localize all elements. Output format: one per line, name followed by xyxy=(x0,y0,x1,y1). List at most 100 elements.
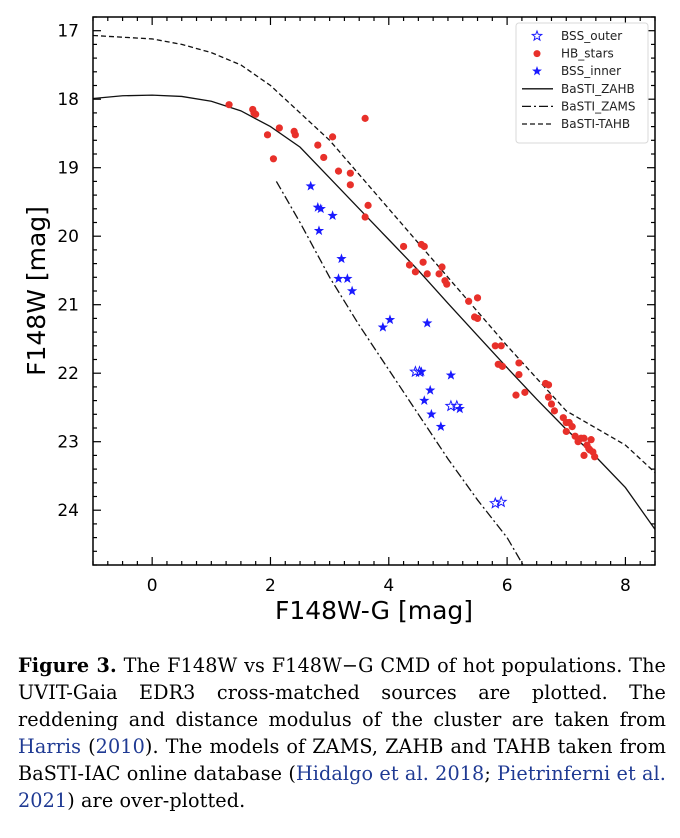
point-hb-stars xyxy=(515,359,523,367)
point-bss-inner xyxy=(305,180,316,191)
point-bss-inner xyxy=(416,366,427,377)
y-tick-label: 17 xyxy=(57,22,79,42)
y-tick-label: 19 xyxy=(57,159,79,179)
point-hb-stars xyxy=(465,297,473,305)
y-tick-label: 20 xyxy=(57,227,79,247)
x-tick-label: 4 xyxy=(383,576,394,596)
legend-label-basti-zams: BaSTI_ZAMS xyxy=(561,99,635,113)
legend-label-basti-tahb: BaSTI-TAHB xyxy=(561,117,630,131)
plot-content xyxy=(93,34,655,565)
caption-text-3: ). The models of ZAMS, ZAHB and TAHB tak… xyxy=(18,735,666,785)
y-tick-label: 24 xyxy=(57,501,79,521)
point-hb-stars xyxy=(580,434,588,442)
point-hb-stars xyxy=(405,261,414,269)
point-hb-stars xyxy=(275,124,283,132)
caption-label: Figure 3. xyxy=(18,654,117,677)
caption-text-1: The F148W vs F148W−G CMD of hot populati… xyxy=(18,654,666,731)
point-hb-stars xyxy=(438,263,446,271)
point-bss-inner xyxy=(377,321,389,332)
point-hb-stars xyxy=(399,242,408,251)
point-hb-stars xyxy=(420,242,428,251)
y-tick-label: 22 xyxy=(57,364,79,384)
point-hb-stars xyxy=(571,432,579,440)
y-axis-title: F148W [mag] xyxy=(22,206,51,376)
point-hb-stars xyxy=(587,436,595,444)
point-hb-stars xyxy=(550,407,559,415)
point-hb-stars xyxy=(263,131,272,139)
caption-text-5: ) are over-plotted. xyxy=(67,789,246,812)
point-bss-inner xyxy=(315,203,326,214)
citation-link-year[interactable]: 2010 xyxy=(95,735,145,758)
y-tick-label: 21 xyxy=(57,296,79,316)
point-hb-stars xyxy=(547,400,556,408)
point-hb-stars xyxy=(497,342,505,350)
point-bss-inner xyxy=(426,408,437,419)
legend-marker-bss-outer xyxy=(530,29,544,42)
point-hb-stars xyxy=(361,114,369,122)
point-hb-stars xyxy=(562,427,570,436)
point-bss-inner xyxy=(327,210,338,221)
point-hb-stars xyxy=(328,133,337,141)
legend-label-basti-zahb: BaSTI_ZAHB xyxy=(561,82,635,96)
y-tick-label: 23 xyxy=(57,433,79,453)
point-bss-inner xyxy=(384,314,396,325)
model-curve-basti-zahb xyxy=(93,94,655,530)
point-bss-inner xyxy=(313,225,325,236)
legend: BSS_outer HB_stars BSS_inner BaSTI_ZAHB BaST… xyxy=(515,22,649,144)
point-hb-stars xyxy=(443,280,451,288)
point-hb-stars xyxy=(411,268,420,276)
point-hb-stars xyxy=(314,141,322,149)
legend-marker-hb-stars xyxy=(533,50,541,58)
point-hb-stars xyxy=(544,381,553,389)
legend-marker-bss-inner xyxy=(532,66,542,76)
point-hb-stars xyxy=(498,362,506,370)
point-hb-stars xyxy=(320,153,328,162)
point-hb-stars xyxy=(515,370,523,379)
y-tick-label: 18 xyxy=(57,90,79,110)
point-hb-stars xyxy=(334,167,343,175)
x-tick-label: 6 xyxy=(502,576,513,596)
axis-ticks xyxy=(92,16,656,566)
legend-label-bss-outer: BSS_outer xyxy=(561,29,622,43)
point-hb-stars xyxy=(586,446,594,454)
point-hb-stars xyxy=(269,155,278,163)
point-bss-inner xyxy=(419,395,430,405)
point-hb-stars xyxy=(346,181,354,189)
legend-label-hb-stars: HB_stars xyxy=(561,47,614,61)
caption-text-4: ; xyxy=(484,762,498,785)
point-bss-inner xyxy=(342,273,353,284)
point-bss-inner xyxy=(336,253,347,264)
point-hb-stars xyxy=(423,270,431,278)
point-bss-inner xyxy=(333,273,344,284)
point-bss-inner xyxy=(435,421,446,431)
x-axis-title: F148W-G [mag] xyxy=(275,596,473,625)
figure-caption: Figure 3. The F148W vs F148W−G CMD of ho… xyxy=(18,652,666,814)
legend-label-bss-inner: BSS_inner xyxy=(561,64,621,78)
citation-link-harris[interactable]: Harris xyxy=(18,735,82,758)
model-curve-basti-tahb xyxy=(93,34,655,473)
point-bss-outer xyxy=(494,495,508,508)
x-tick-label: 8 xyxy=(620,576,631,596)
point-bss-inner xyxy=(445,369,457,380)
point-bss-inner xyxy=(422,317,433,328)
point-hb-stars xyxy=(580,451,588,459)
x-tick-label: 2 xyxy=(265,576,276,596)
point-hb-stars xyxy=(574,438,582,446)
point-hb-stars xyxy=(364,201,372,209)
point-bss-inner xyxy=(312,202,323,212)
point-hb-stars xyxy=(419,258,427,266)
point-hb-stars xyxy=(512,391,520,399)
point-bss-inner xyxy=(346,285,358,296)
point-hb-stars xyxy=(361,213,369,221)
point-bss-inner xyxy=(425,384,436,395)
point-hb-stars xyxy=(568,423,576,431)
point-hb-stars xyxy=(521,388,529,396)
point-bss-outer xyxy=(488,496,502,509)
citation-link-pietrinferni[interactable]: Pietrinferni et al. 2021 xyxy=(18,762,666,812)
point-hb-stars xyxy=(544,393,553,401)
citation-link-hidalgo[interactable]: Hidalgo et al. 2018 xyxy=(295,762,485,785)
point-hb-stars xyxy=(473,294,482,302)
point-hb-stars xyxy=(225,101,233,109)
